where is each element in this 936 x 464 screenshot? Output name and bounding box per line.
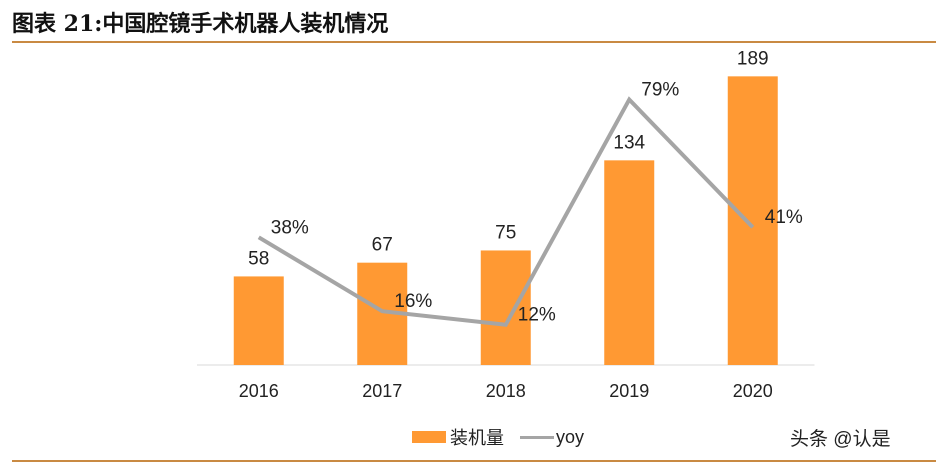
title-divider: [12, 41, 936, 43]
x-tick-label: 2017: [362, 381, 402, 401]
yoy-data-label: 16%: [394, 291, 432, 312]
legend-label-bar: 装机量: [450, 428, 504, 448]
yoy-data-label: 79%: [641, 80, 679, 101]
bar: [604, 160, 655, 365]
legend-label-line: yoy: [556, 426, 585, 447]
yoy-data-label: 12%: [518, 305, 556, 326]
bottom-divider: [12, 460, 936, 462]
bar-data-label: 67: [372, 235, 393, 256]
x-tick-label: 2020: [733, 381, 773, 401]
x-tick-label: 2018: [486, 381, 526, 401]
bar-data-label: 189: [737, 48, 769, 69]
bar: [233, 276, 284, 365]
yoy-data-label: 41%: [765, 207, 803, 228]
bar-data-label: 134: [613, 132, 645, 153]
bar: [727, 76, 778, 365]
legend-swatch-line: [520, 435, 554, 439]
bar: [480, 250, 531, 365]
legend: 装机量 yoy: [412, 424, 584, 450]
bar-data-label: 75: [495, 222, 516, 243]
x-tick-label: 2016: [239, 381, 279, 401]
chart-title: 图表 21:中国腔镜手术机器人装机情况: [12, 11, 389, 37]
yoy-data-label: 38%: [271, 217, 309, 238]
bar-data-label: 58: [248, 248, 269, 269]
watermark: 头条 @认是: [790, 429, 891, 450]
x-tick-label: 2019: [609, 381, 649, 401]
legend-swatch-bar: [412, 431, 446, 443]
